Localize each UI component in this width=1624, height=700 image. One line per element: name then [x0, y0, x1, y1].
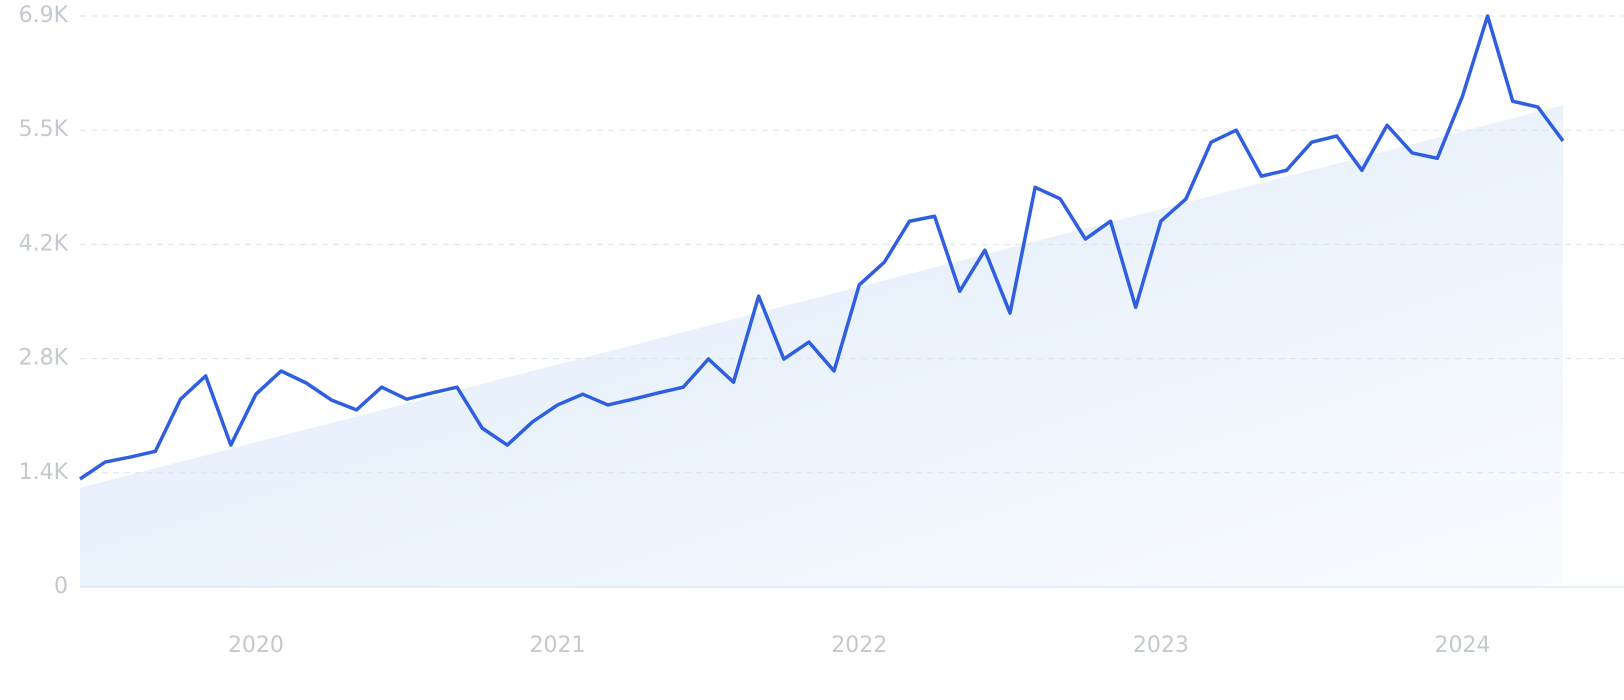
y-tick-label: 1.4K [19, 460, 69, 485]
x-tick-label: 2024 [1434, 633, 1490, 658]
x-tick-label: 2020 [228, 633, 284, 658]
x-tick-label: 2021 [530, 633, 586, 658]
y-tick-label: 5.5K [19, 117, 69, 142]
x-tick-label: 2022 [831, 633, 887, 658]
y-tick-label: 2.8K [19, 346, 69, 371]
trend-area [80, 105, 1563, 588]
y-tick-label: 6.9K [19, 3, 69, 28]
y-tick-label: 4.2K [19, 231, 69, 256]
y-tick-label: 0 [54, 574, 68, 599]
line [79, 14, 1565, 481]
x-tick-label: 2023 [1133, 633, 1189, 658]
